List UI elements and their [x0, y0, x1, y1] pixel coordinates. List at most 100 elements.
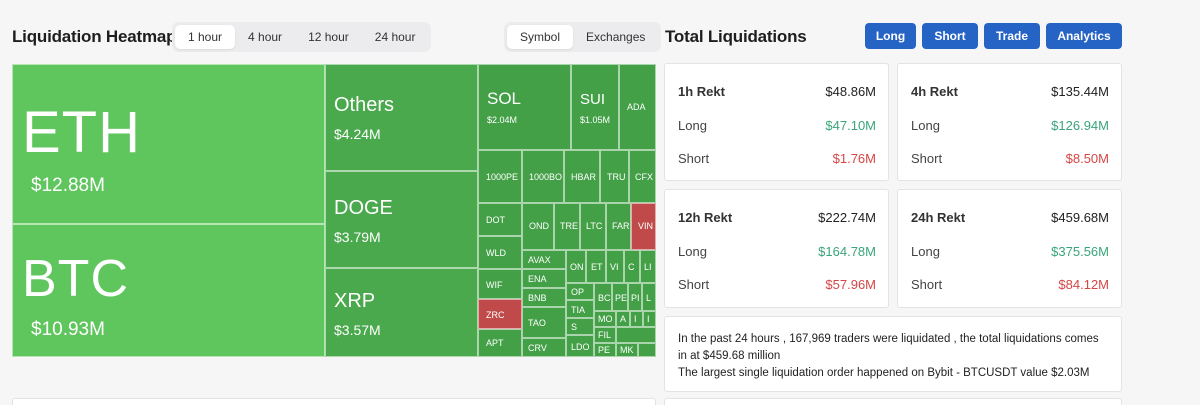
- view-option-symbol[interactable]: Symbol: [507, 25, 574, 49]
- tile-pe[interactable]: PE: [594, 343, 616, 357]
- tile-symbol: WIF: [486, 280, 503, 290]
- tile-symbol: Others: [334, 94, 395, 116]
- tile-ond[interactable]: OND: [522, 203, 554, 250]
- view-option-exchanges[interactable]: Exchanges: [586, 30, 646, 44]
- tile-symbol: BC: [598, 293, 611, 303]
- tile-a[interactable]: A: [616, 311, 630, 327]
- tile-symbol: TRE: [560, 221, 578, 231]
- long-button[interactable]: Long: [865, 23, 916, 49]
- tile-mo[interactable]: MO: [594, 311, 616, 327]
- tile-1000bo[interactable]: 1000BO: [522, 150, 564, 203]
- tile-c[interactable]: C: [624, 250, 640, 283]
- tile-tre[interactable]: TRE: [554, 203, 580, 250]
- tile-i[interactable]: I: [630, 311, 643, 327]
- tile-mk[interactable]: MK: [616, 343, 638, 357]
- tile-value: $4.24M: [334, 126, 381, 142]
- tile-l[interactable]: L: [642, 283, 656, 311]
- time-option-24-hour[interactable]: 24 hour: [374, 30, 416, 44]
- tile-symbol: I: [647, 314, 650, 324]
- tile-li[interactable]: LI: [640, 250, 656, 283]
- short-label: Short: [678, 151, 710, 166]
- tile-symbol: CRV: [528, 343, 547, 353]
- tile-btc[interactable]: BTC $10.93M: [12, 224, 325, 357]
- tile-symbol: PE: [615, 293, 628, 303]
- tile-ada[interactable]: ADA: [619, 64, 656, 150]
- tile-apt[interactable]: APT: [478, 329, 522, 357]
- tile-bnb[interactable]: BNB: [522, 288, 566, 307]
- tile-pe[interactable]: PE: [612, 283, 628, 311]
- tile-cfx[interactable]: CFX: [629, 150, 656, 203]
- tile-symbol: OND: [529, 221, 549, 231]
- tile-zrc[interactable]: ZRC: [478, 299, 522, 329]
- tile-s[interactable]: S: [566, 318, 594, 335]
- tile-op[interactable]: OP: [566, 283, 594, 300]
- tile-tru[interactable]: TRU: [600, 150, 629, 203]
- tile-symbol: MO: [598, 314, 613, 324]
- tile-value: $2.04M: [487, 115, 518, 125]
- card-label: 4h Rekt: [911, 84, 958, 99]
- tile-symbol: L: [646, 293, 652, 303]
- tile-symbol: BTC: [22, 250, 129, 308]
- tile-sui[interactable]: SUI $1.05M: [571, 64, 619, 150]
- tile-small-cluster[interactable]: [616, 327, 656, 343]
- tile-symbol: CFX: [635, 172, 653, 182]
- tile-symbol: LI: [644, 262, 652, 272]
- time-range-selector: 1 hour 4 hour 12 hour 24 hour: [172, 22, 432, 52]
- tile-symbol: LTC: [586, 221, 603, 231]
- tile-symbol: SUI: [580, 91, 606, 108]
- short-label: Short: [911, 277, 943, 292]
- tile-bc[interactable]: BC: [594, 283, 612, 311]
- tile-symbol: ET: [591, 262, 603, 272]
- tile-small-cluster[interactable]: [638, 343, 656, 357]
- tile-symbol: ENA: [528, 274, 547, 284]
- tile-pi[interactable]: PI: [628, 283, 642, 311]
- time-option-12-hour[interactable]: 12 hour: [308, 30, 349, 44]
- tile-far[interactable]: FAR: [606, 203, 631, 250]
- tile-symbol: TIA: [571, 305, 586, 315]
- tile-1000pe[interactable]: 1000PE: [478, 150, 522, 203]
- time-option-4-hour[interactable]: 4 hour: [248, 30, 283, 44]
- tile-eth[interactable]: ETH $12.88M: [12, 64, 325, 224]
- tile-i[interactable]: I: [643, 311, 656, 327]
- tile-tia[interactable]: TIA: [566, 300, 594, 318]
- tile-sol[interactable]: SOL $2.04M: [478, 64, 571, 150]
- tile-symbol: C: [628, 262, 635, 272]
- tile-others[interactable]: Others $4.24M: [325, 64, 478, 171]
- tile-wif[interactable]: WIF: [478, 269, 522, 299]
- tile-symbol: SOL: [487, 89, 522, 108]
- tile-ena[interactable]: ENA: [522, 269, 566, 288]
- short-button[interactable]: Short: [922, 23, 978, 49]
- tile-doge[interactable]: DOGE $3.79M: [325, 171, 478, 268]
- tile-symbol: VIN: [638, 221, 654, 231]
- tile-xrp[interactable]: XRP $3.57M: [325, 268, 478, 357]
- tile-wld[interactable]: WLD: [478, 236, 522, 269]
- trade-button[interactable]: Trade: [984, 23, 1040, 49]
- tile-symbol: DOGE: [334, 197, 393, 219]
- tile-tao[interactable]: TAO: [522, 307, 566, 338]
- bottom-panel-left: [12, 398, 656, 405]
- tile-ldo[interactable]: LDO: [566, 335, 594, 357]
- tile-ltc[interactable]: LTC: [580, 203, 606, 250]
- tile-crv[interactable]: CRV: [522, 338, 566, 357]
- tile-vi[interactable]: VI: [606, 250, 624, 283]
- tile-symbol: A: [620, 314, 627, 324]
- tile-symbol: TAO: [528, 318, 546, 328]
- tile-dot[interactable]: DOT: [478, 203, 522, 236]
- tile-hbar[interactable]: HBAR: [564, 150, 600, 203]
- tile-symbol: MK: [620, 345, 634, 355]
- tile-fil[interactable]: FIL: [594, 327, 616, 343]
- rekt-card-4h: 4h Rekt $135.44M Long $126.94M Short $8.50M: [897, 63, 1122, 181]
- time-option-1-hour[interactable]: 1 hour: [175, 25, 236, 49]
- short-value: $8.50M: [1065, 151, 1109, 166]
- tile-on[interactable]: ON: [566, 250, 586, 283]
- analytics-button[interactable]: Analytics: [1046, 23, 1122, 49]
- tile-value: $3.79M: [334, 229, 381, 245]
- tile-symbol: AVAX: [528, 255, 551, 265]
- tile-avax[interactable]: AVAX: [522, 250, 566, 269]
- tile-et[interactable]: ET: [586, 250, 606, 283]
- tile-symbol: I: [634, 314, 637, 324]
- summary-line-2: The largest single liquidation order hap…: [678, 367, 1090, 379]
- tile-value: $12.88M: [31, 175, 105, 196]
- card-total: $48.86M: [825, 84, 876, 99]
- tile-vin[interactable]: VIN: [631, 203, 656, 250]
